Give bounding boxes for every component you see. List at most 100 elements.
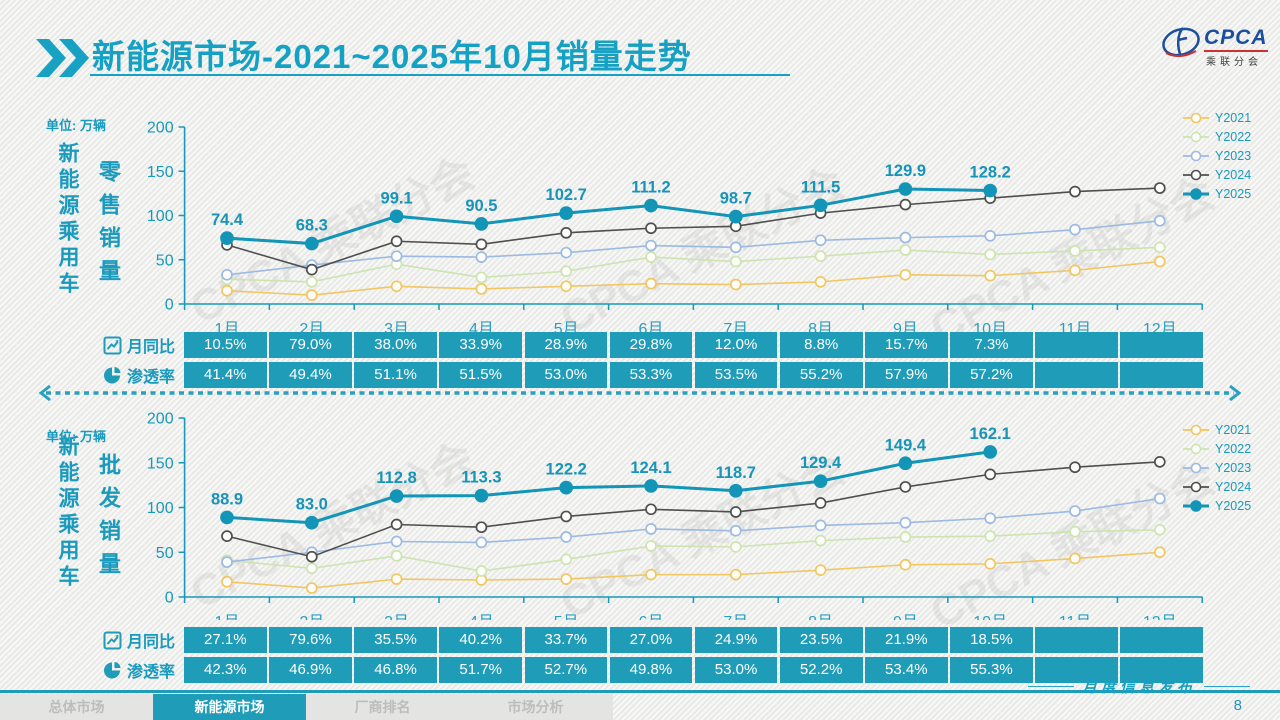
value-cell: 40.2%: [439, 627, 522, 653]
value-cell: 49.8%: [609, 657, 693, 683]
value-cell: 53.0%: [524, 362, 608, 388]
series-point-Y2023: [221, 556, 233, 568]
month-label: 6月: [639, 614, 664, 620]
series-point-Y2021: [645, 277, 657, 290]
row-cells: 42.3% 46.9% 46.8% 51.7% 52.7% 49.8% 53.0% 52.2%…: [184, 657, 1203, 683]
series-point-Y2021: [729, 278, 742, 291]
month-label: 2月: [299, 321, 324, 335]
series-point-Y2023: [390, 535, 403, 548]
value-cell: 53.0%: [694, 657, 778, 683]
series-point-Y2024: [1069, 461, 1081, 474]
data-label: 111.2: [631, 179, 670, 197]
value-cell: 35.5%: [354, 627, 437, 653]
series-line-Y2023: [226, 497, 1160, 563]
series-point-Y2021: [560, 280, 573, 293]
value-cell: 10.5%: [184, 332, 267, 358]
series-point-Y2021: [390, 280, 403, 293]
month-label: 7月: [723, 321, 748, 335]
publication-label: 月度信息发布: [1027, 676, 1250, 697]
data-label: 113.3: [461, 469, 501, 487]
data-label: 74.4: [211, 211, 244, 229]
legend-label: Y2023: [1215, 460, 1252, 475]
pub-line-left: [1027, 686, 1074, 687]
series-point-Y2021: [305, 289, 318, 301]
value-cell: 52.7%: [524, 657, 608, 683]
legend-item-Y2025: Y2025: [1183, 496, 1251, 515]
value-cell: [1120, 332, 1203, 358]
legend-marker-icon: [1183, 424, 1209, 435]
y-tick-label: 50: [156, 545, 174, 562]
series-point-Y2023: [729, 241, 742, 254]
series-point-Y2024: [305, 263, 318, 276]
value-cell: [1035, 362, 1118, 388]
legend-marker-icon: [1183, 131, 1209, 142]
metric-label-wholesale: 批发销量: [96, 453, 121, 585]
value-cell: 53.4%: [865, 657, 948, 683]
data-label: 149.4: [885, 436, 927, 454]
nav-tab-总体市场[interactable]: 总体市场: [48, 699, 105, 715]
y-tick-label: 200: [147, 411, 174, 428]
retail-sales-chart: 0 50 100 150 200 1月 2月 3月 4月 5月 6月 7月 8月 9月 10月 11月 12月 7…: [147, 120, 1203, 335]
series-point-Y2021: [305, 582, 318, 594]
series-point-Y2024: [1069, 185, 1081, 198]
value-cell: 8.8%: [779, 332, 863, 358]
pie-chart-icon: [104, 661, 121, 678]
value-cell: 46.8%: [354, 657, 437, 683]
series-point-Y2023: [560, 246, 573, 259]
legend-label: Y2025: [1215, 498, 1252, 513]
series-line-Y2024: [226, 461, 1160, 558]
series-point-Y2022: [899, 531, 912, 543]
series-line-Y2023: [226, 220, 1160, 276]
row-label-text: 月同比: [127, 634, 176, 651]
footer-rule: [0, 690, 1280, 693]
legend-item-Y2023: Y2023: [1183, 458, 1251, 477]
series-point-Y2025: [898, 456, 913, 471]
series-point-Y2025: [474, 217, 489, 231]
legend-item-Y2025: Y2025: [1183, 184, 1251, 203]
month-label: 1月: [215, 321, 240, 335]
series-point-Y2022: [1153, 241, 1166, 254]
series-point-Y2021: [560, 573, 573, 585]
month-label: 4月: [469, 321, 494, 335]
legend-label: Y2023: [1215, 148, 1252, 163]
y-tick-label: 200: [147, 120, 174, 137]
line-chart-icon: [103, 631, 122, 649]
series-point-Y2025: [474, 488, 489, 503]
series-point-Y2024: [1153, 456, 1166, 468]
series-point-Y2021: [984, 558, 997, 570]
data-label: 122.2: [546, 461, 587, 479]
value-cell: 55.3%: [950, 657, 1033, 683]
cpca-logo-icon: [1162, 27, 1200, 57]
y-tick-label: 150: [147, 164, 174, 181]
title-underline: [90, 74, 790, 76]
series-point-Y2021: [814, 276, 827, 288]
line-chart-icon: [103, 336, 122, 354]
y-tick-label: 0: [165, 590, 174, 607]
month-label: 9月: [893, 614, 918, 620]
value-cell: 53.5%: [694, 362, 778, 388]
series-point-Y2022: [1069, 245, 1081, 257]
series-line-Y2025: [226, 450, 991, 525]
nav-tab-新能源市场[interactable]: 新能源市场: [153, 694, 306, 720]
data-label: 99.1: [381, 189, 413, 207]
pub-line-right: [1204, 686, 1250, 687]
legend-marker-icon: [1183, 169, 1209, 180]
series-point-Y2021: [1153, 546, 1166, 559]
metric-label-retail: 零售销量: [96, 160, 121, 292]
series-point-Y2022: [729, 255, 742, 268]
series-point-Y2021: [984, 269, 997, 282]
group-label-wholesale: 新能源乘用车: [56, 435, 79, 591]
series-point-Y2022: [560, 265, 573, 278]
legend-marker-icon: [1183, 443, 1209, 454]
value-cell: 33.7%: [524, 627, 608, 653]
data-label: 102.7: [546, 186, 587, 204]
table-row: 渗透率 41.4% 49.4% 51.1% 51.5% 53.0% 53.3% 53.5% 55…: [0, 362, 1280, 388]
series-point-Y2023: [475, 251, 488, 263]
nav-tab-市场分析[interactable]: 市场分析: [507, 699, 564, 715]
series-point-Y2024: [305, 550, 318, 563]
legend-label: Y2022: [1215, 129, 1252, 144]
series-point-Y2023: [645, 523, 657, 535]
nav-tab-厂商排名[interactable]: 厂商排名: [354, 699, 411, 715]
legend-marker-icon: [1183, 462, 1209, 473]
